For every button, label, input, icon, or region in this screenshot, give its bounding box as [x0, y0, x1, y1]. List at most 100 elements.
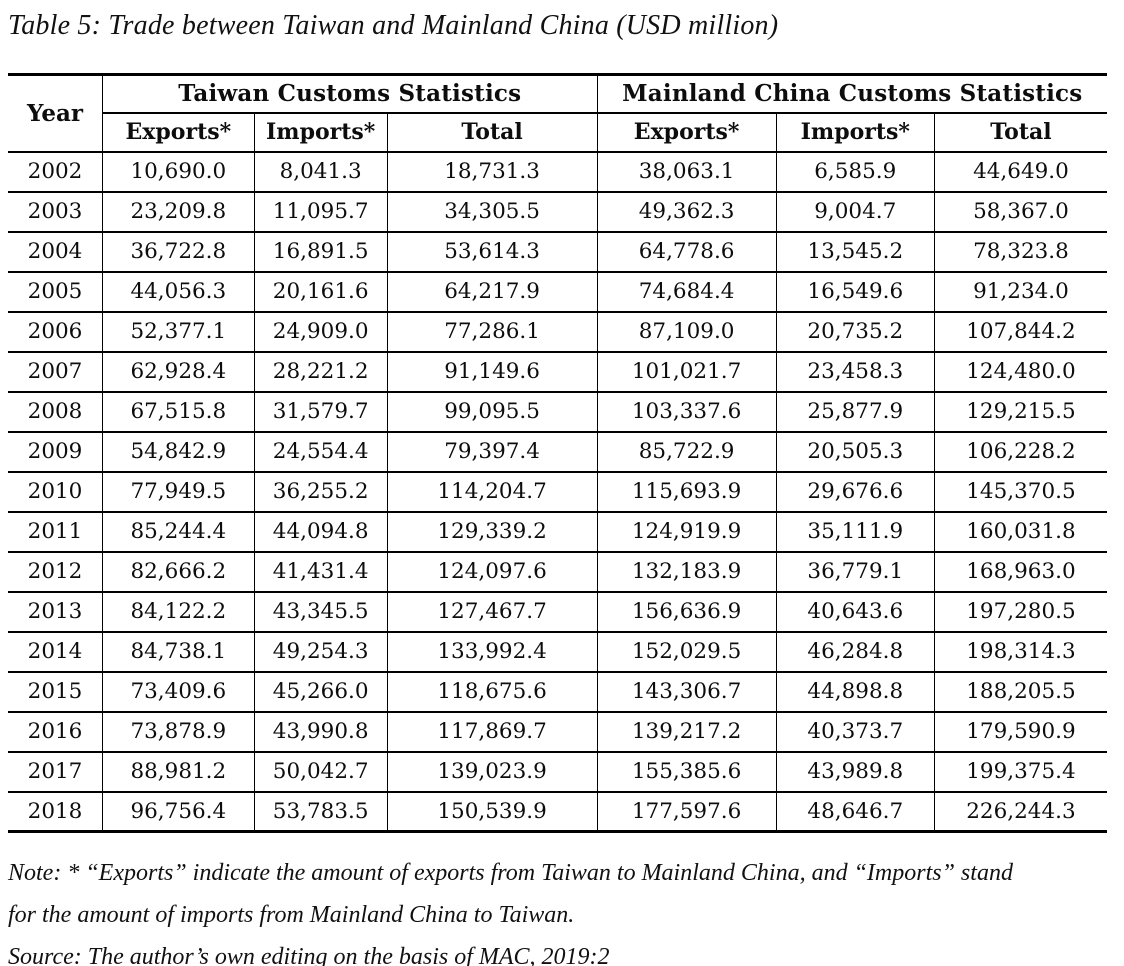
table-header-field-row: Exports* Imports* Total Exports* Imports… [8, 111, 1107, 153]
cell-year: 2011 [8, 510, 103, 553]
cell-value: 85,244.4 [102, 510, 255, 553]
cell-value: 31,579.7 [253, 390, 388, 433]
cell-value: 20,735.2 [775, 310, 935, 353]
cell-value: 38,063.1 [596, 150, 777, 193]
cell-value: 74,684.4 [596, 270, 777, 313]
cell-value: 87,109.0 [596, 310, 777, 353]
cell-value: 91,234.0 [933, 270, 1107, 313]
cell-value: 24,909.0 [253, 310, 388, 353]
cell-value: 124,919.9 [596, 510, 777, 553]
header-taiwan-imports: Imports* [253, 111, 388, 153]
cell-value: 20,161.6 [253, 270, 388, 313]
cell-value: 58,367.0 [933, 190, 1107, 233]
cell-value: 82,666.2 [102, 550, 255, 593]
cell-value: 54,842.9 [102, 430, 255, 473]
cell-year: 2017 [8, 750, 103, 793]
cell-value: 73,409.6 [102, 670, 255, 713]
cell-year: 2018 [8, 790, 103, 832]
cell-year: 2002 [8, 150, 103, 193]
table-row: 2017 88,981.2 50,042.7 139,023.9 155,385.6 43… [8, 750, 1107, 793]
cell-value: 44,094.8 [253, 510, 388, 553]
cell-year: 2015 [8, 670, 103, 713]
cell-value: 77,949.5 [102, 470, 255, 513]
cell-year: 2012 [8, 550, 103, 593]
cell-value: 45,266.0 [253, 670, 388, 713]
cell-value: 41,431.4 [253, 550, 388, 593]
cell-value: 107,844.2 [933, 310, 1107, 353]
cell-value: 64,778.6 [596, 230, 777, 273]
cell-year: 2016 [8, 710, 103, 753]
table-row: 2011 85,244.4 44,094.8 129,339.2 124,919.9 35… [8, 510, 1107, 553]
cell-value: 28,221.2 [253, 350, 388, 393]
cell-value: 118,675.6 [386, 670, 598, 713]
table-row: 2008 67,515.8 31,579.7 99,095.5 103,337.6 25,… [8, 390, 1107, 433]
cell-value: 177,597.6 [596, 790, 777, 832]
cell-value: 46,284.8 [775, 630, 935, 673]
cell-value: 226,244.3 [933, 790, 1107, 832]
table-row: 2004 36,722.8 16,891.5 53,614.3 64,778.6 13,5… [8, 230, 1107, 273]
table-row: 2018 96,756.4 53,783.5 150,539.9 177,597.6 48… [8, 790, 1107, 832]
cell-value: 25,877.9 [775, 390, 935, 433]
cell-value: 49,362.3 [596, 190, 777, 233]
cell-value: 124,480.0 [933, 350, 1107, 393]
table-caption: Table 5: Trade between Taiwan and Mainla… [8, 10, 779, 41]
header-mainland-total: Total [933, 111, 1107, 153]
table-note-line1: Note: * “Exports” indicate the amount of… [8, 860, 1013, 886]
cell-value: 198,314.3 [933, 630, 1107, 673]
cell-value: 36,779.1 [775, 550, 935, 593]
cell-value: 52,377.1 [102, 310, 255, 353]
cell-value: 114,204.7 [386, 470, 598, 513]
cell-value: 79,397.4 [386, 430, 598, 473]
table-row: 2003 23,209.8 11,095.7 34,305.5 49,362.3 9,00… [8, 190, 1107, 233]
cell-value: 160,031.8 [933, 510, 1107, 553]
cell-value: 40,373.7 [775, 710, 935, 753]
cell-year: 2003 [8, 190, 103, 233]
cell-value: 11,095.7 [253, 190, 388, 233]
table-note-line2: for the amount of imports from Mainland … [8, 902, 575, 928]
cell-value: 44,898.8 [775, 670, 935, 713]
cell-year: 2004 [8, 230, 103, 273]
cell-year: 2009 [8, 430, 103, 473]
cell-value: 133,992.4 [386, 630, 598, 673]
table-row: 2014 84,738.1 49,254.3 133,992.4 152,029.5 46… [8, 630, 1107, 673]
cell-value: 36,722.8 [102, 230, 255, 273]
table-row: 2007 62,928.4 28,221.2 91,149.6 101,021.7 23,… [8, 350, 1107, 393]
table-notes: Note: * “Exports” indicate the amount of… [8, 852, 1116, 966]
cell-value: 40,643.6 [775, 590, 935, 633]
cell-value: 44,649.0 [933, 150, 1107, 193]
cell-value: 35,111.9 [775, 510, 935, 553]
table-row: 2013 84,122.2 43,345.5 127,467.7 156,636.9 40… [8, 590, 1107, 633]
cell-value: 16,891.5 [253, 230, 388, 273]
table-source: Source: The author’s own editing on the … [8, 944, 610, 966]
cell-year: 2006 [8, 310, 103, 353]
cell-value: 67,515.8 [102, 390, 255, 433]
cell-value: 20,505.3 [775, 430, 935, 473]
cell-value: 10,690.0 [102, 150, 255, 193]
cell-value: 103,337.6 [596, 390, 777, 433]
cell-year: 2013 [8, 590, 103, 633]
table-row: 2012 82,666.2 41,431.4 124,097.6 132,183.9 36… [8, 550, 1107, 593]
cell-value: 18,731.3 [386, 150, 598, 193]
cell-value: 127,467.7 [386, 590, 598, 633]
cell-value: 129,215.5 [933, 390, 1107, 433]
cell-value: 34,305.5 [386, 190, 598, 233]
cell-value: 96,756.4 [102, 790, 255, 832]
table-row: 2005 44,056.3 20,161.6 64,217.9 74,684.4 16,5… [8, 270, 1107, 313]
table-header-section-row: Year Taiwan Customs Statistics Mainland … [8, 74, 1107, 153]
cell-value: 106,228.2 [933, 430, 1107, 473]
cell-value: 49,254.3 [253, 630, 388, 673]
cell-value: 8,041.3 [253, 150, 388, 193]
cell-value: 48,646.7 [775, 790, 935, 832]
cell-value: 44,056.3 [102, 270, 255, 313]
cell-value: 43,990.8 [253, 710, 388, 753]
cell-value: 53,614.3 [386, 230, 598, 273]
cell-value: 6,585.9 [775, 150, 935, 193]
cell-year: 2008 [8, 390, 103, 433]
cell-value: 13,545.2 [775, 230, 935, 273]
cell-value: 24,554.4 [253, 430, 388, 473]
cell-year: 2005 [8, 270, 103, 313]
cell-value: 139,217.2 [596, 710, 777, 753]
cell-value: 129,339.2 [386, 510, 598, 553]
cell-value: 36,255.2 [253, 470, 388, 513]
table-row: 2015 73,409.6 45,266.0 118,675.6 143,306.7 44… [8, 670, 1107, 713]
